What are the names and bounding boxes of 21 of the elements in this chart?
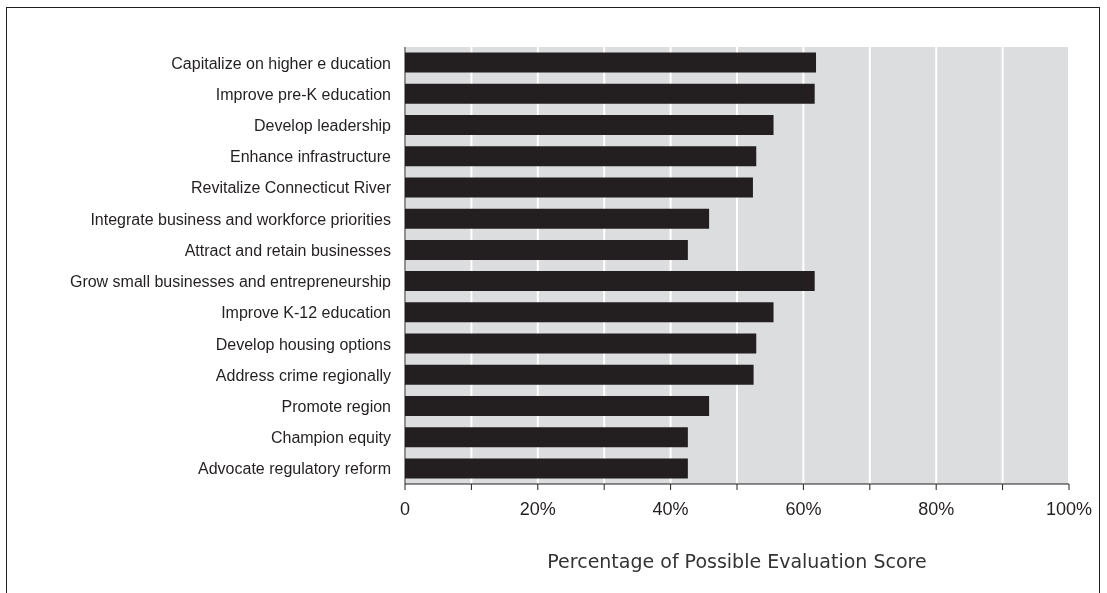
y-tick-label: Revitalize Connecticut River <box>190 178 392 196</box>
x-tick-label: 80% <box>918 498 955 519</box>
x-tick-label: 20% <box>519 498 556 519</box>
y-tick-label: Capitalize on higher e ducation <box>171 54 391 72</box>
y-tick-label: Develop leadership <box>254 116 392 134</box>
y-tick-label: Improve K-12 education <box>221 303 391 321</box>
x-tick-label: 60% <box>785 498 822 519</box>
y-tick-label: Develop housing options <box>215 335 391 353</box>
x-axis-title: Percentage of Possible Evaluation Score <box>547 550 927 572</box>
y-tick-label: Champion equity <box>270 428 391 446</box>
y-tick-label: Attract and retain businesses <box>184 241 391 259</box>
y-tick-label: Improve pre-K education <box>215 85 391 103</box>
y-tick-label: Grow small businesses and entrepreneurship <box>69 272 392 290</box>
y-tick-label: Enhance infrastructure <box>230 147 392 165</box>
y-tick-label: Advocate regulatory reform <box>198 459 391 477</box>
x-tick-label: 100% <box>1045 498 1093 519</box>
y-tick-label: Integrate business and workforce priorities <box>90 210 391 228</box>
y-tick-label: Promote region <box>281 397 391 415</box>
x-tick-label: 40% <box>652 498 689 519</box>
x-tick-label: 0 <box>399 498 411 519</box>
y-tick-label: Address crime regionally <box>215 366 391 384</box>
